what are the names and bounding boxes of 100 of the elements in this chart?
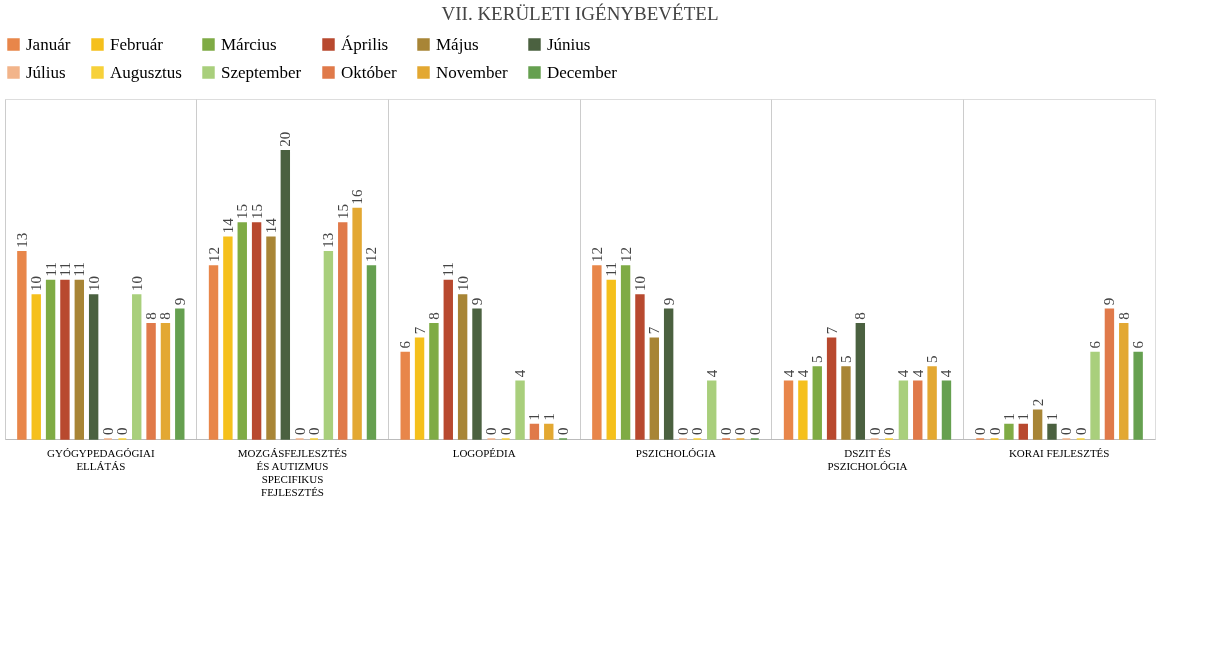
data-label: 0 — [1058, 427, 1075, 435]
data-label: 9 — [1101, 297, 1118, 306]
legend-label: December — [547, 62, 618, 82]
bar — [400, 351, 410, 440]
bar — [74, 279, 84, 440]
data-label: 0 — [718, 427, 735, 435]
data-label: 5 — [809, 355, 826, 363]
data-label: 0 — [306, 427, 323, 435]
bar — [45, 279, 56, 440]
data-label: 5 — [837, 355, 854, 363]
data-label: 13 — [320, 232, 337, 248]
data-label: 0 — [100, 427, 117, 435]
data-label: 13 — [13, 232, 30, 248]
data-label: 0 — [866, 427, 883, 435]
data-label: 4 — [512, 369, 529, 378]
bar — [429, 323, 439, 440]
data-label: 0 — [497, 427, 514, 435]
x-tick-label: MOZGÁSFEJLESZTÉS ÉS AUTIZMUS SPECIFIKUS FEJLESZTÉS — [237, 446, 348, 498]
bar — [826, 337, 837, 440]
data-label: 8 — [1115, 312, 1132, 320]
data-label: 9 — [660, 297, 677, 306]
data-label: 4 — [938, 369, 955, 378]
bar — [783, 380, 794, 440]
bar — [592, 265, 602, 440]
data-label: 11 — [71, 262, 88, 277]
bar — [31, 294, 41, 440]
bar — [88, 294, 99, 440]
bar — [251, 222, 262, 440]
data-label: 4 — [703, 369, 720, 378]
data-label: 0 — [483, 427, 500, 435]
data-label: 0 — [881, 427, 898, 435]
data-label: 10 — [454, 275, 471, 291]
data-label: 1 — [1000, 413, 1017, 421]
bar — [208, 265, 219, 440]
bar — [663, 308, 674, 440]
data-label: 10 — [128, 275, 145, 291]
data-label: 12 — [588, 247, 605, 263]
legend-label: Június — [547, 34, 591, 54]
bar — [1004, 423, 1014, 440]
data-label: 0 — [972, 427, 989, 435]
data-label: 15 — [248, 203, 265, 219]
bar — [457, 294, 468, 440]
data-label: 12 — [617, 247, 634, 263]
data-label: 1 — [526, 413, 543, 421]
data-label: 4 — [895, 369, 912, 378]
data-label: 0 — [986, 427, 1003, 435]
data-label: 12 — [363, 247, 380, 263]
data-label: 4 — [780, 369, 797, 378]
bar — [529, 423, 540, 440]
x-tick-label: KORAI FEJLESZTÉS — [1008, 446, 1110, 459]
bar — [443, 279, 453, 440]
bar — [798, 380, 808, 440]
data-label: 10 — [85, 275, 102, 291]
bar — [338, 222, 348, 440]
data-label: 7 — [823, 326, 840, 335]
legend-label: Augusztus — [110, 62, 182, 82]
x-tick-label: GYÓGYPEDAGÓGIAI ELLÁTÁS — [47, 446, 155, 472]
legend-label: Április — [341, 34, 389, 54]
data-label: 0 — [114, 427, 131, 435]
data-label: 6 — [397, 340, 414, 349]
data-label: 14 — [262, 217, 279, 234]
bar — [175, 308, 185, 440]
data-label: 4 — [909, 369, 926, 378]
data-label: 12 — [205, 247, 222, 263]
data-label: 16 — [349, 188, 366, 205]
bar — [1018, 423, 1028, 440]
data-label: 0 — [291, 427, 308, 435]
data-label: 15 — [334, 203, 351, 219]
data-label: 11 — [42, 262, 59, 277]
bar — [1047, 423, 1057, 440]
data-label: 1 — [1043, 413, 1060, 421]
data-label: 0 — [732, 427, 749, 435]
data-label: 14 — [219, 217, 236, 234]
bar — [1133, 351, 1143, 440]
bar — [707, 380, 717, 440]
bar — [223, 236, 233, 440]
data-label: 0 — [555, 427, 572, 435]
legend-label: Február — [110, 34, 164, 54]
data-label: 0 — [746, 427, 763, 435]
data-label: 8 — [143, 312, 160, 320]
legend-label: Március — [221, 34, 277, 54]
bar — [898, 380, 909, 440]
legend-label: Szeptember — [221, 62, 302, 82]
data-label: 11 — [440, 262, 457, 277]
x-tick-label: DSZIT ÉS PSZICHOLÓGIA — [827, 446, 908, 472]
data-label: 15 — [234, 203, 251, 219]
bar — [414, 337, 425, 440]
data-label: 2 — [1029, 398, 1046, 407]
data-label: 20 — [277, 131, 294, 147]
data-label: 11 — [56, 262, 73, 277]
chart-title: VII. KERÜLETI IGÉNYBEVÉTEL — [441, 3, 719, 24]
legend-label: Január — [26, 34, 71, 54]
bar — [17, 250, 27, 440]
bar — [606, 279, 616, 440]
data-label: 5 — [924, 355, 941, 363]
x-tick-label: LOGOPÉDIA — [452, 446, 516, 459]
bar — [352, 207, 362, 440]
bar — [1104, 308, 1115, 440]
bar — [649, 337, 659, 440]
data-label: 11 — [603, 262, 620, 277]
